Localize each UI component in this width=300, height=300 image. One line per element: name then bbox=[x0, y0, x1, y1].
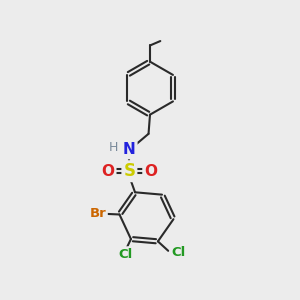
Text: Cl: Cl bbox=[171, 246, 185, 259]
Text: Cl: Cl bbox=[118, 248, 132, 261]
Text: O: O bbox=[102, 164, 115, 179]
Text: O: O bbox=[144, 164, 157, 179]
Text: H: H bbox=[109, 141, 118, 154]
Text: N: N bbox=[123, 142, 136, 158]
Text: Br: Br bbox=[89, 207, 106, 220]
Text: S: S bbox=[123, 162, 135, 180]
